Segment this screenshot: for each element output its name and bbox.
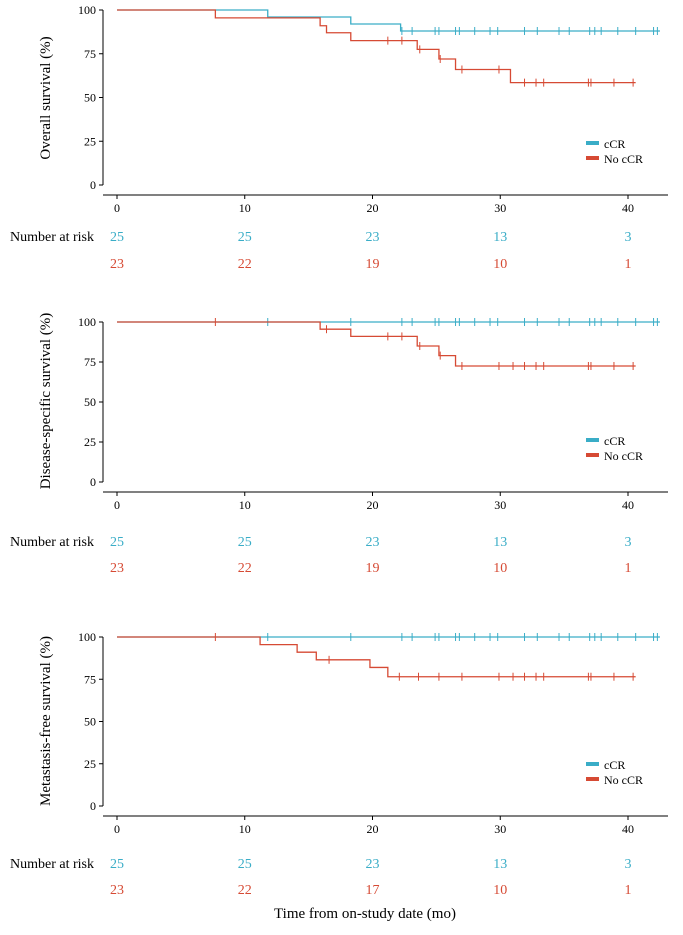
legend-swatch (586, 156, 599, 160)
legend-swatch (586, 438, 599, 442)
y-tick-label: 100 (78, 630, 96, 644)
risk-count: 3 (625, 535, 632, 550)
y-axis-title: Metastasis-free survival (%) (38, 636, 54, 806)
number-at-risk-title: Number at risk (10, 230, 94, 245)
y-tick-label: 25 (84, 435, 96, 449)
y-axis-title: Overall survival (%) (38, 36, 54, 159)
risk-count: 25 (110, 857, 124, 872)
chart-panel-1: 0 25 50 75 100 0 10 20 30 40 Overall survival (%) c… (10, 3, 668, 272)
risk-count: 23 (366, 857, 380, 872)
risk-count: 23 (110, 561, 124, 576)
risk-count: 25 (238, 535, 252, 550)
y-tick-label: 25 (84, 134, 96, 148)
risk-count: 13 (493, 535, 507, 550)
survival-curve-ccr (117, 9, 660, 32)
risk-count: 22 (238, 257, 252, 272)
y-tick-label: 0 (90, 475, 96, 489)
y-tick-label: 50 (84, 395, 96, 409)
number-at-risk-title: Number at risk (10, 535, 94, 550)
y-tick-label: 0 (90, 799, 96, 813)
risk-count: 23 (110, 883, 124, 898)
x-tick-label: 20 (367, 822, 379, 836)
risk-count: 25 (238, 230, 252, 245)
legend-label: No cCR (604, 449, 643, 463)
risk-count: 22 (238, 561, 252, 576)
shared-x-axis-title: Time from on-study date (mo) (274, 906, 456, 922)
risk-count: 23 (366, 230, 380, 245)
legend-label: No cCR (604, 152, 643, 166)
survival-curve-no-ccr (117, 321, 636, 367)
risk-count: 3 (625, 230, 632, 245)
risk-count: 25 (110, 535, 124, 550)
survival-curve-no-ccr (117, 9, 636, 84)
x-tick-label: 0 (114, 498, 120, 512)
y-tick-label: 50 (84, 91, 96, 105)
legend-label: cCR (604, 137, 625, 151)
legend-label: No cCR (604, 773, 643, 787)
number-at-risk-title: Number at risk (10, 857, 94, 872)
y-tick-label: 75 (84, 47, 96, 61)
risk-count: 19 (366, 561, 380, 576)
y-tick-label: 50 (84, 715, 96, 729)
y-tick-label: 75 (84, 355, 96, 369)
x-tick-label: 40 (622, 201, 634, 215)
risk-count: 23 (110, 257, 124, 272)
x-tick-label: 30 (494, 822, 506, 836)
y-axis-title: Disease-specific survival (%) (38, 313, 54, 490)
risk-count: 10 (493, 561, 507, 576)
y-tick-label: 100 (78, 3, 96, 17)
risk-count: 13 (493, 857, 507, 872)
risk-count: 22 (238, 883, 252, 898)
x-tick-label: 10 (239, 201, 251, 215)
survival-curve-no-ccr (117, 636, 636, 678)
legend-swatch (586, 777, 599, 781)
risk-count: 25 (238, 857, 252, 872)
x-tick-label: 0 (114, 201, 120, 215)
x-tick-label: 0 (114, 822, 120, 836)
chart-panel-3: 0 25 50 75 100 0 10 20 30 40 Metastasis-free survi… (10, 630, 668, 898)
legend-swatch (586, 762, 599, 766)
legend-swatch (586, 141, 599, 145)
y-tick-label: 25 (84, 757, 96, 771)
risk-count: 10 (493, 883, 507, 898)
y-tick-label: 100 (78, 315, 96, 329)
risk-count: 19 (366, 257, 380, 272)
chart-panel-2: 0 25 50 75 100 0 10 20 30 40 Disease-specific surv… (10, 313, 668, 576)
risk-count: 1 (625, 561, 632, 576)
risk-count: 10 (493, 257, 507, 272)
x-tick-label: 20 (367, 498, 379, 512)
risk-count: 13 (493, 230, 507, 245)
x-tick-label: 10 (239, 498, 251, 512)
y-tick-label: 75 (84, 672, 96, 686)
legend-label: cCR (604, 434, 625, 448)
x-tick-label: 40 (622, 498, 634, 512)
risk-count: 17 (366, 883, 380, 898)
legend-label: cCR (604, 758, 625, 772)
risk-count: 23 (366, 535, 380, 550)
risk-count: 1 (625, 257, 632, 272)
y-tick-label: 0 (90, 178, 96, 192)
risk-count: 1 (625, 883, 632, 898)
legend-swatch (586, 453, 599, 457)
x-tick-label: 40 (622, 822, 634, 836)
x-tick-label: 10 (239, 822, 251, 836)
risk-count: 3 (625, 857, 632, 872)
x-tick-label: 30 (494, 201, 506, 215)
x-tick-label: 20 (367, 201, 379, 215)
x-tick-label: 30 (494, 498, 506, 512)
risk-count: 25 (110, 230, 124, 245)
